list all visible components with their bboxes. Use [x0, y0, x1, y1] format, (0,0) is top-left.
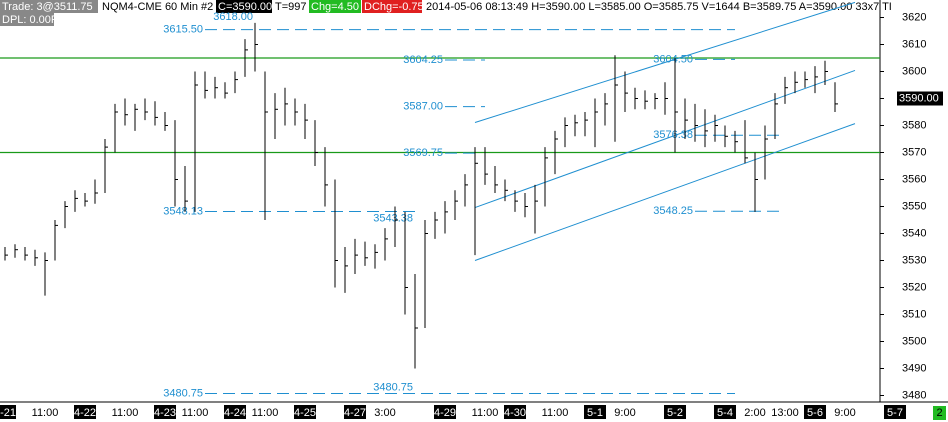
- level-label: 3618.00: [213, 11, 253, 23]
- header-box: [309, 0, 361, 13]
- header-dpl: DPL: 0.00P: [2, 14, 58, 26]
- date-box: [504, 405, 526, 419]
- header-trade: Trade: 3@3511.75: [2, 1, 93, 13]
- header-close: C=3590.00: [218, 1, 272, 13]
- x-tick-label: 5-1: [587, 407, 603, 419]
- x-tick-label: 9:00: [834, 407, 855, 419]
- date-box: [714, 405, 736, 419]
- x-tick-label: 4-27: [344, 407, 366, 419]
- x-tick-label: 11:00: [112, 407, 139, 419]
- x-tick-label: 5-2: [667, 407, 683, 419]
- y-tick-label: 3510: [902, 308, 926, 320]
- y-tick-label: 3520: [902, 281, 926, 293]
- level-label: 3587.00: [403, 101, 443, 113]
- x-tick-label: 4-23: [154, 407, 176, 419]
- x-tick-label: 11:00: [182, 407, 209, 419]
- x-tick-label: 4-22: [74, 407, 96, 419]
- header-box: [362, 0, 422, 13]
- x-tick-label: 11:00: [32, 407, 59, 419]
- last-price-box: [897, 91, 943, 106]
- x-tick-label: 11:00: [542, 407, 569, 419]
- date-box: [804, 405, 826, 419]
- y-tick-label: 3560: [902, 173, 926, 185]
- trend-line: [474, 69, 856, 209]
- header-chg: Chg=4.50: [311, 1, 359, 13]
- header-ticks: T=997: [275, 1, 307, 13]
- date-box: [154, 405, 176, 419]
- corner-label: 2: [936, 407, 942, 419]
- y-tick-label: 3550: [902, 200, 926, 212]
- x-tick-label: 11:00: [472, 407, 499, 419]
- y-tick-label: 3490: [902, 362, 926, 374]
- x-tick-label: 13:00: [771, 407, 799, 419]
- date-box: [0, 405, 16, 419]
- header: Trade: 3@3511.75 NQM4-CME 60 Min #2 C=35…: [0, 0, 892, 26]
- date-box: [294, 405, 316, 419]
- date-box: [224, 405, 246, 419]
- x-tick-label: 4-30: [504, 407, 526, 419]
- header-dchg: DChg=-0.75: [364, 1, 424, 13]
- header-info: 2014-05-06 08:13:49 H=3590.00 L=3585.00 …: [426, 1, 892, 13]
- x-tick-label: 4-29: [434, 407, 456, 419]
- level-label: 3480.75: [163, 387, 203, 399]
- header-symbol: NQM4-CME 60 Min #2: [102, 1, 213, 13]
- y-tick-label: 3580: [902, 119, 926, 131]
- x-tick-label: 4-24: [224, 407, 246, 419]
- trend-line: [474, 1, 856, 124]
- x-tick-label: 4-21: [0, 407, 16, 419]
- y-tick-label: 3480: [902, 389, 926, 401]
- y-tick-label: 3530: [902, 254, 926, 266]
- corner-box: [933, 406, 946, 420]
- x-tick-label: 5-6: [807, 407, 823, 419]
- x-tick-label: 3:00: [374, 407, 395, 419]
- x-tick-label: 11:00: [252, 407, 279, 419]
- y-tick-label: 3540: [902, 227, 926, 239]
- y-tick-label: 3620: [902, 11, 926, 23]
- level-label: 3548.25: [653, 205, 693, 217]
- level-label: 3569.75: [403, 147, 443, 159]
- trend-line: [474, 123, 856, 261]
- x-tick-label: 4-25: [294, 407, 316, 419]
- y-tick-label: 3570: [902, 146, 926, 158]
- level-label: 3543.38: [373, 212, 413, 224]
- header-box: [216, 0, 272, 13]
- level-label: 3548.13: [163, 205, 203, 217]
- last-price-label: 3590.00: [899, 92, 939, 104]
- date-box: [884, 405, 906, 419]
- x-tick-label: 9:00: [614, 407, 635, 419]
- level-label: 3480.75: [373, 381, 413, 393]
- header-box: [0, 13, 54, 26]
- x-tick-label: 2:00: [744, 407, 765, 419]
- level-label: 3615.50: [163, 24, 203, 36]
- date-box: [664, 405, 686, 419]
- y-tick-label: 3600: [902, 65, 926, 77]
- x-tick-label: 5-4: [717, 407, 733, 419]
- y-tick-label: 3610: [902, 38, 926, 50]
- header-box: [0, 0, 98, 13]
- date-box: [344, 405, 366, 419]
- y-tick-label: 3500: [902, 335, 926, 347]
- x-tick-label: 5-7: [887, 407, 903, 419]
- date-box: [74, 405, 96, 419]
- level-label: 3604.25: [403, 54, 443, 66]
- date-box: [434, 405, 456, 419]
- date-box: [584, 405, 606, 419]
